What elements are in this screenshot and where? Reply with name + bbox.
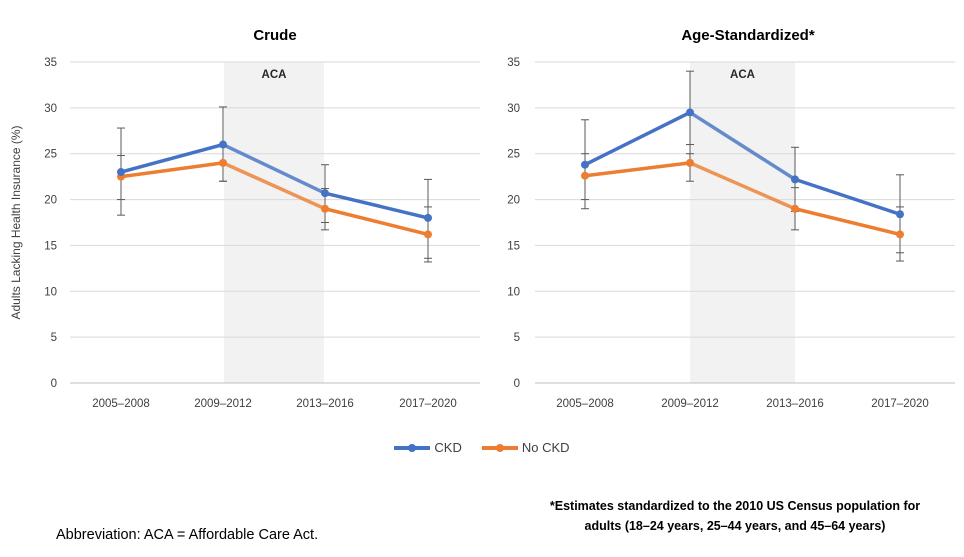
y-tick-label: 25 [507,149,520,161]
data-point-ckd [686,108,694,117]
series-line-no-ckd [688,161,797,211]
footnote-line-1: *Estimates standardized to the 2010 US C… [549,499,921,513]
data-point-no-ckd [896,230,904,239]
data-point-no-ckd [321,204,329,213]
y-tick-label: 10 [507,286,520,298]
data-point-ckd [791,175,799,184]
data-point-ckd [219,140,227,149]
y-tick-label: 20 [507,195,520,207]
y-tick-label: 15 [507,240,520,252]
x-tick-label: 2013–2016 [296,398,354,410]
y-tick-label: 10 [44,286,57,298]
series-line-no-ckd [221,161,327,211]
data-point-no-ckd [219,158,227,167]
series-line-no-ckd [119,161,225,179]
footnote-line-2: adults (18–24 years, 25–44 years, and 45… [584,519,886,533]
panel-title: Crude [253,27,296,44]
series-line-no-ckd [583,161,692,178]
chart-panel-1: ACA 0 5 10 15 20 25 30 35 2005–2008 2009–2012 2013–… [9,27,480,410]
aca-shaded-region [690,62,795,383]
data-point-no-ckd [581,171,589,180]
y-tick-label: 30 [44,103,57,115]
legend-item-ckd: CKD [394,440,462,455]
y-tick-label: 25 [44,149,57,161]
x-tick-label: 2009–2012 [194,398,252,410]
series-line-ckd [688,110,797,182]
chart-panel-2: ACA 0 5 10 15 20 25 30 35 2005–2008 2009–2012 2013–… [507,27,955,410]
y-tick-label: 35 [507,57,520,69]
series-line-ckd [793,177,902,216]
y-tick-label: 15 [44,240,57,252]
data-point-no-ckd [791,204,799,213]
data-point-ckd [581,160,589,169]
panel-title: Age-Standardized* [681,27,815,44]
x-tick-label: 2017–2020 [399,398,457,410]
abbreviation-note: Abbreviation: ACA = Affordable Care Act. [56,527,319,543]
series-line-ckd [323,191,430,220]
x-tick-label: 2013–2016 [766,398,824,410]
data-point-ckd [117,168,125,177]
y-tick-label: 5 [514,332,520,344]
y-tick-label: 35 [44,57,57,69]
x-tick-label: 2005–2008 [556,398,614,410]
data-point-ckd [321,189,329,198]
y-tick-label: 5 [51,332,57,344]
legend-label-ckd: CKD [434,440,462,455]
y-tick-label: 0 [51,378,57,390]
y-tick-label: 0 [514,378,520,390]
aca-shaded-region [224,62,324,383]
legend-swatch-no-ckd [481,441,518,455]
x-tick-label: 2009–2012 [661,398,719,410]
aca-label: ACA [730,69,755,81]
data-point-ckd [424,213,432,222]
x-tick-label: 2005–2008 [92,398,150,410]
series-line-ckd [119,142,225,174]
legend: CKD No CKD [0,440,964,455]
x-tick-label: 2017–2020 [871,398,929,410]
aca-label: ACA [262,69,287,81]
series-line-ckd [221,142,327,195]
y-tick-label: 20 [44,195,57,207]
series-line-no-ckd [323,206,430,237]
legend-item-no-ckd: No CKD [481,440,570,455]
y-tick-label: 30 [507,103,520,115]
footnote: *Estimates standardized to the 2010 US C… [520,496,950,536]
y-axis-label: Adults Lacking Health Insurance (%) [9,125,23,319]
legend-swatch-ckd [394,441,431,455]
data-point-no-ckd [686,158,694,167]
series-line-ckd [583,110,692,167]
series-line-no-ckd [793,206,902,237]
legend-label-no-ckd: No CKD [521,440,570,455]
data-point-no-ckd [424,230,432,239]
data-point-ckd [896,210,904,219]
